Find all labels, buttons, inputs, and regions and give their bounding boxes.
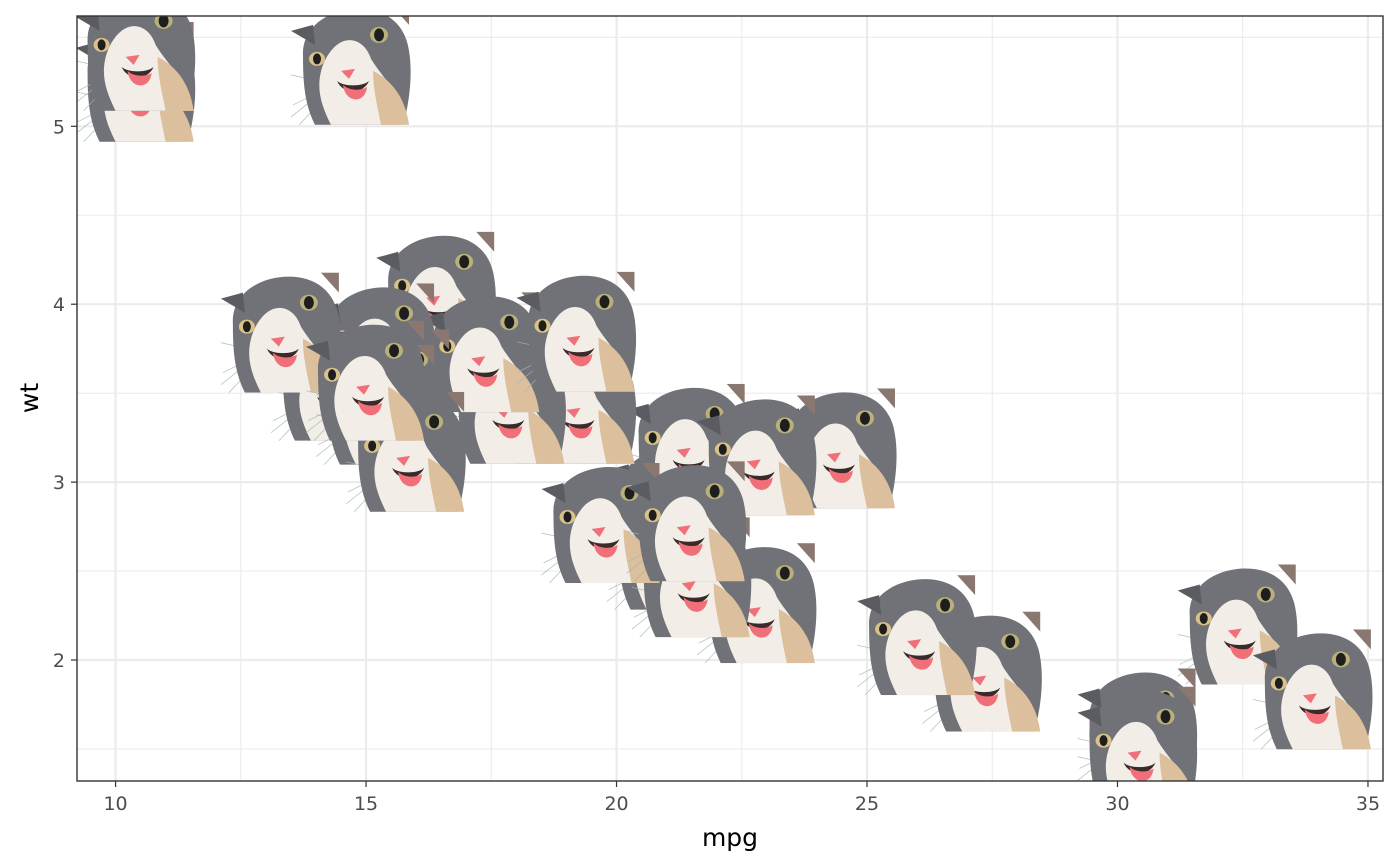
y-axis: 2 3 4 5 [53,116,77,672]
panel-border [76,15,1384,782]
x-tick-label: 10 [103,793,127,815]
x-tick-label: 30 [1105,793,1129,815]
x-tick-label: 15 [354,793,378,815]
y-tick-label: 3 [53,472,65,494]
x-axis: 10 15 20 25 30 35 [103,781,1380,815]
y-tick-label: 5 [53,116,65,138]
x-tick-label: 20 [604,793,628,815]
x-tick-label: 25 [855,793,879,815]
y-axis-title: wt [15,383,44,413]
y-tick-label: 4 [53,294,65,316]
x-axis-title: mpg [702,823,758,852]
y-tick-label: 2 [53,650,65,672]
x-tick-label: 35 [1356,793,1380,815]
